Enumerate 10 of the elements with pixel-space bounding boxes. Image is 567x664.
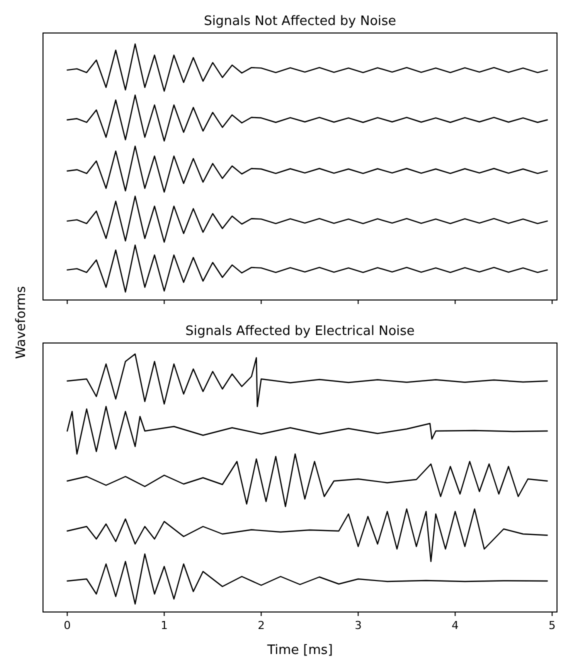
y-axis-title: Waveforms xyxy=(14,286,29,359)
x-tick-label: 2 xyxy=(258,618,265,632)
x-tick-label: 5 xyxy=(548,618,556,632)
chart-title: Signals Affected by Electrical Noise xyxy=(185,324,415,339)
x-axis-title: Time [ms] xyxy=(266,643,333,658)
chart-title: Signals Not Affected by Noise xyxy=(204,14,396,29)
x-tick-label: 0 xyxy=(64,618,71,632)
x-tick-label: 1 xyxy=(160,618,168,632)
x-tick-label: 3 xyxy=(354,618,362,632)
x-tick-label: 4 xyxy=(452,618,459,632)
